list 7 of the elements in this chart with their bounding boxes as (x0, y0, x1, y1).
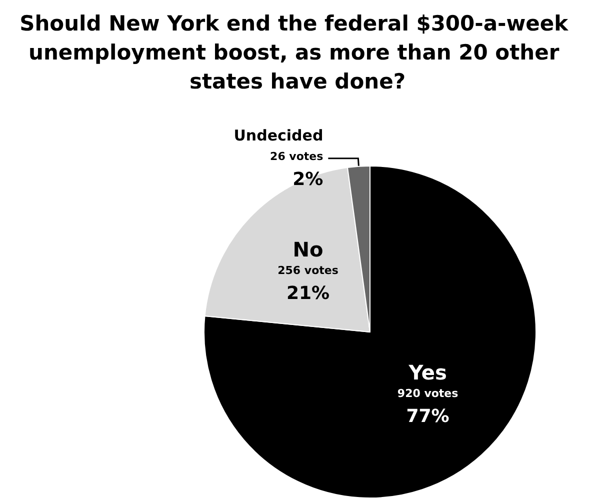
slice-label: Yes (408, 360, 447, 385)
data-label: 26 votes 2% (270, 150, 324, 190)
slice-label: Undecided (234, 126, 324, 144)
data-label: 256 votes 21% (278, 264, 339, 304)
chart-title: Should New York end the federal $300-a-week unemployment boost, as more than 20 other states have done? (20, 12, 576, 94)
data-label: 920 votes 77% (397, 387, 459, 428)
slice-label: No (292, 237, 324, 262)
